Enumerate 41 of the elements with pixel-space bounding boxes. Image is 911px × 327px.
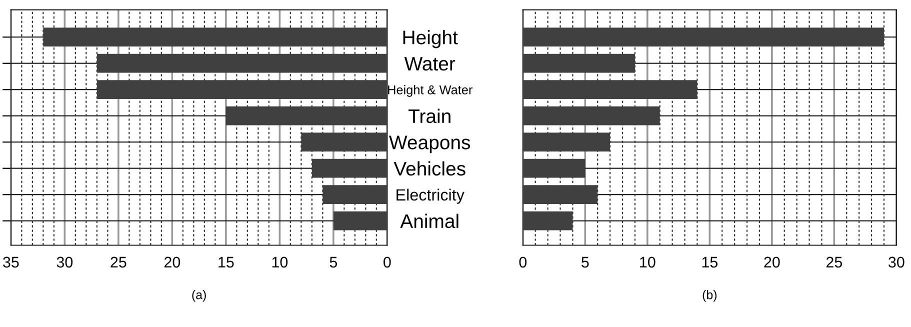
x-axis-title: (b) [702, 290, 717, 302]
bar [301, 132, 388, 152]
bar [522, 211, 573, 230]
bar [312, 158, 388, 178]
y-tick-label: Animal [400, 214, 458, 228]
y-tick-label: Vehicles [394, 161, 466, 176]
bar [96, 54, 388, 73]
x-tick-label: 5 [330, 256, 338, 268]
x-tick-label: 30 [888, 256, 904, 268]
x-tick-label: 15 [218, 256, 234, 268]
x-tick-label: 5 [582, 256, 589, 268]
y-tick-label: Height [403, 30, 458, 48]
x-tick-label: 10 [272, 256, 288, 268]
bar [322, 185, 388, 204]
y-tick-label: Train [408, 108, 450, 124]
bar [522, 132, 610, 152]
x-tick-label: 30 [56, 256, 73, 268]
x-axis-title: (a) [192, 290, 206, 302]
x-tick-label: 35 [3, 256, 19, 268]
x-tick-label: 15 [702, 256, 718, 268]
y-tick-label: Water [404, 57, 456, 71]
bar [226, 106, 388, 126]
y-tick-label: Height & Water [388, 85, 472, 97]
bar [522, 185, 598, 204]
x-tick-label: 0 [384, 256, 391, 268]
bar [522, 54, 635, 73]
x-tick-label: 10 [640, 256, 656, 268]
bar [333, 211, 388, 230]
x-tick-label: 25 [826, 256, 842, 268]
bar [43, 28, 388, 47]
bar [522, 80, 698, 100]
bar [522, 158, 586, 178]
x-tick-label: 25 [110, 256, 126, 268]
bar [522, 28, 884, 47]
bar [96, 80, 388, 100]
x-tick-label: 20 [764, 256, 780, 268]
x-tick-label: 20 [164, 256, 180, 268]
y-tick-label: Weapons [389, 136, 470, 154]
y-tick-label: Electricity [396, 188, 464, 204]
x-tick-label: 0 [519, 256, 527, 268]
bar [522, 106, 660, 126]
